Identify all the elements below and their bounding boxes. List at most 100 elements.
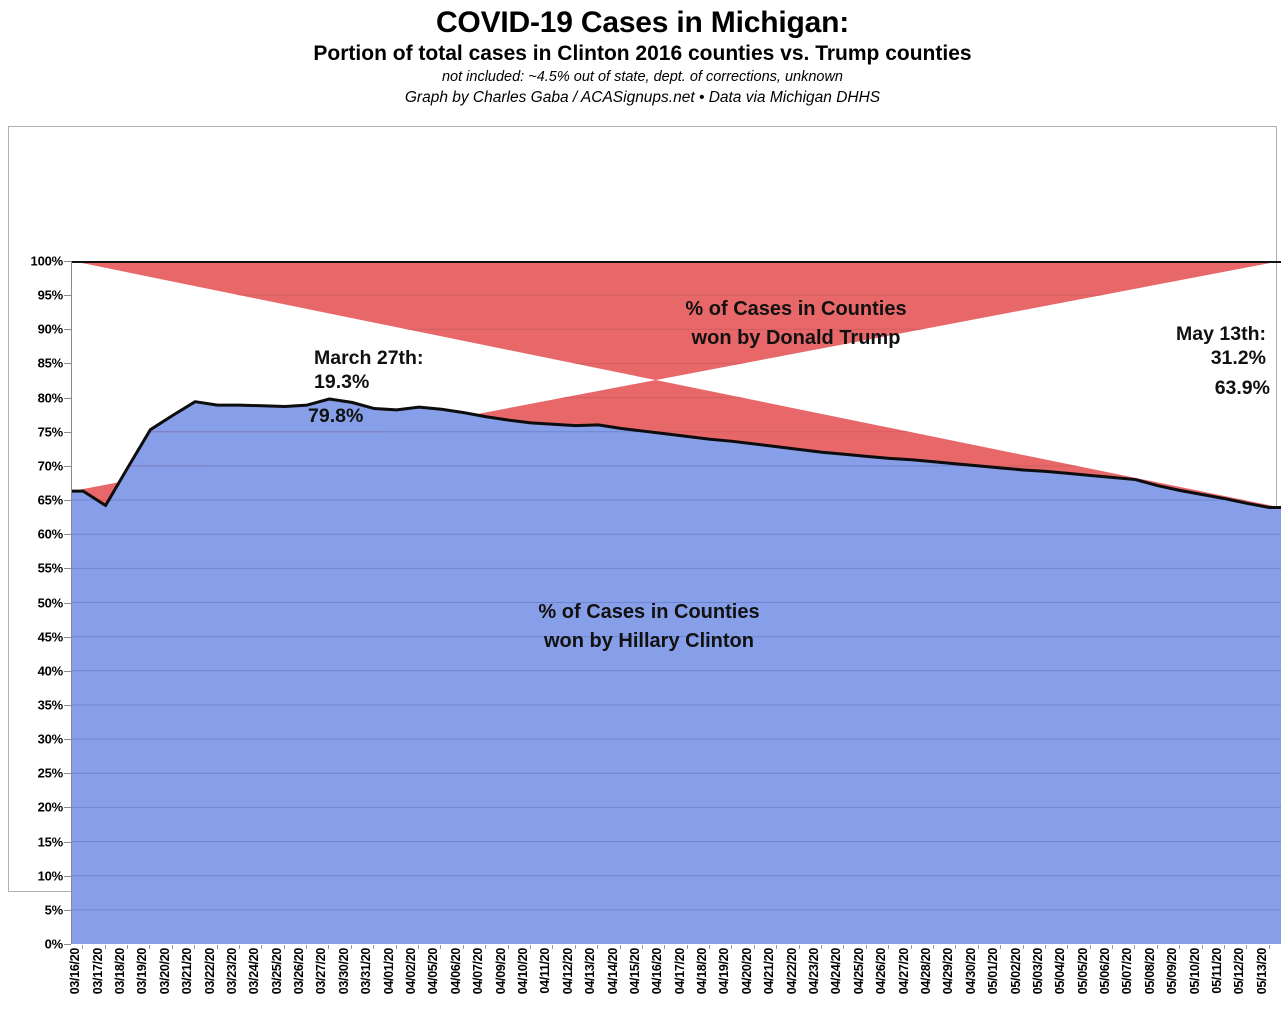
y-axis-tick — [64, 704, 71, 706]
x-axis-tick — [440, 945, 442, 949]
x-axis-label: 03/16/20 — [67, 948, 82, 995]
x-axis-tick — [306, 945, 308, 949]
y-axis-label: 85% — [37, 355, 64, 371]
x-axis-label: 04/10/20 — [515, 948, 530, 995]
x-axis-tick — [1201, 945, 1203, 949]
x-axis-label: 05/07/20 — [1120, 948, 1135, 995]
x-axis-tick — [216, 945, 218, 949]
x-axis-label: 04/02/20 — [403, 948, 418, 995]
y-axis-label: 0% — [44, 936, 64, 952]
x-axis-tick — [932, 945, 934, 949]
y-axis: 0% 5% 10% 15% 20% 25% 30% 35% 40% 45% 50% 55% 60% 65%… — [9, 255, 71, 951]
x-axis-tick — [1179, 945, 1181, 949]
y-axis-label: 5% — [44, 902, 64, 918]
x-axis-label: 05/08/20 — [1142, 948, 1157, 995]
annotation-right-trump: 31.2% — [1210, 347, 1266, 369]
y-axis-tick — [64, 568, 71, 570]
x-axis-label: 03/24/20 — [247, 948, 262, 995]
y-axis-label: 25% — [37, 765, 64, 781]
annotation-left-date: March 27th: — [314, 347, 424, 369]
x-axis-tick — [373, 945, 375, 949]
y-axis-label: 40% — [37, 663, 64, 679]
x-axis-tick — [171, 945, 173, 949]
x-axis-label: 04/27/20 — [896, 948, 911, 995]
x-axis-label: 04/23/20 — [806, 948, 821, 995]
x-axis-tick — [686, 945, 688, 949]
x-axis-tick — [238, 945, 240, 949]
x-axis-tick — [1134, 945, 1136, 949]
y-axis-tick — [64, 602, 71, 604]
x-axis-tick — [1067, 945, 1069, 949]
y-axis-label: 60% — [37, 526, 64, 542]
x-axis-tick — [1156, 945, 1158, 949]
x-axis-label: 04/09/20 — [493, 948, 508, 995]
x-axis-tick — [149, 945, 151, 949]
y-axis-tick — [64, 807, 71, 809]
subtitle-1: Portion of total cases in Clinton 2016 c… — [313, 42, 972, 65]
x-axis-tick — [283, 945, 285, 949]
x-axis-label: 04/07/20 — [470, 948, 485, 995]
x-axis-tick — [731, 945, 733, 949]
x-axis-label: 04/11/20 — [538, 948, 553, 994]
x-axis-tick — [888, 945, 890, 949]
x-axis-tick — [776, 945, 778, 949]
x-axis-label: 05/04/20 — [1053, 948, 1068, 995]
x-axis-tick — [104, 945, 106, 949]
y-axis-tick — [64, 909, 71, 911]
y-axis-tick — [64, 465, 71, 467]
x-axis-label: 05/09/20 — [1165, 948, 1179, 995]
x-axis-label: 05/13/20 — [1254, 948, 1269, 995]
x-axis-tick — [1044, 945, 1046, 949]
x-axis-tick — [1022, 945, 1024, 949]
x-axis-tick — [82, 945, 84, 949]
y-axis-tick — [64, 739, 71, 741]
x-axis-label: 05/10/20 — [1187, 948, 1202, 995]
x-axis-label: 03/19/20 — [135, 948, 150, 995]
y-axis-label: 70% — [37, 458, 64, 474]
y-axis-tick — [64, 500, 71, 502]
x-axis-tick — [328, 945, 330, 949]
x-axis-label: 05/02/20 — [1008, 948, 1023, 995]
x-axis-label: 05/06/20 — [1097, 948, 1112, 995]
y-axis-label: 35% — [37, 697, 64, 713]
x-axis-tick — [977, 945, 979, 949]
x-axis-label: 04/25/20 — [851, 948, 866, 995]
x-axis-label: 04/13/20 — [582, 948, 597, 995]
x-axis-tick — [552, 945, 554, 949]
x-axis-label: 03/31/20 — [359, 948, 373, 995]
chart-frame: 0% 5% 10% 15% 20% 25% 30% 35% 40% 45% 50% 55% 60% 65%… — [8, 126, 1281, 994]
subtitle-credit: Graph by Charles Gaba / ACASignups.net •… — [404, 89, 881, 106]
y-axis-label: 55% — [37, 560, 64, 576]
title-block: COVID-19 Cases in Michigan: Portion of t… — [0, 0, 1285, 108]
area-chart-svg — [72, 261, 1281, 944]
x-axis-tick — [821, 945, 823, 949]
x-axis: 03/16/20 03/17/20 03/18/20 03/19/20 03/20/20… — [67, 945, 1281, 1027]
annotation-left-trump: 19.3% — [314, 371, 370, 393]
gridlines — [72, 261, 1281, 911]
x-axis-tick — [574, 945, 576, 949]
y-axis-label: 45% — [37, 629, 64, 645]
y-axis-label: 75% — [37, 424, 64, 440]
x-axis-label: 04/21/20 — [762, 948, 776, 995]
x-axis-tick — [955, 945, 957, 949]
y-axis-label: 50% — [37, 595, 64, 610]
legend-trump-line1: % of Cases in Counties — [685, 298, 907, 320]
x-axis-label: 04/18/20 — [694, 948, 709, 995]
y-axis-label: 15% — [37, 834, 64, 850]
x-axis-tick — [1000, 945, 1002, 949]
y-axis-tick — [64, 670, 71, 672]
x-axis-tick — [1089, 945, 1091, 949]
y-axis-label: 95% — [37, 287, 64, 303]
x-axis-label: 03/22/20 — [202, 948, 217, 995]
x-axis-tick — [865, 945, 867, 949]
x-axis-label: 04/19/20 — [717, 948, 732, 995]
y-axis-label: 20% — [37, 799, 64, 815]
y-axis-tick — [64, 397, 71, 399]
x-axis-tick — [1224, 945, 1226, 949]
y-axis-tick — [64, 295, 71, 297]
y-axis-tick — [64, 841, 71, 843]
x-axis-tick — [462, 945, 464, 949]
x-axis-label: 04/14/20 — [605, 948, 620, 995]
x-axis-label: 05/12/20 — [1232, 948, 1247, 995]
x-axis-label: 04/29/20 — [941, 948, 956, 995]
